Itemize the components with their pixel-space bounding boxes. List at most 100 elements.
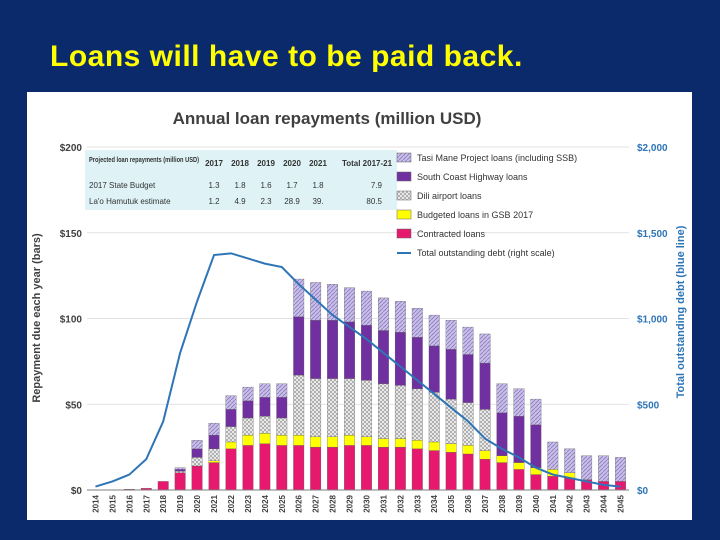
bar-tasi: [513, 388, 525, 417]
bar-dili: [225, 426, 237, 443]
bar-tasi: [479, 333, 491, 364]
bar-tasi: [344, 287, 355, 323]
bar-highway: [310, 320, 322, 379]
table-row2-2018: 4.9: [234, 197, 246, 206]
bar-budgeted: [208, 460, 220, 463]
table-row2-label: La'o Hamutuk estimate: [89, 197, 171, 206]
y-tick-label: $200: [60, 143, 83, 154]
bar-highway: [276, 397, 288, 419]
bar-budgeted: [496, 455, 508, 463]
table-header-2018: 2018: [231, 159, 249, 168]
bar-highway: [462, 354, 474, 403]
y2-tick-label: $0: [637, 486, 649, 497]
bar-budgeted: [293, 434, 305, 446]
bar-dili: [428, 392, 440, 443]
bar-budgeted: [513, 462, 525, 470]
bar-dili: [327, 378, 338, 437]
x-tick-label: 2034: [430, 494, 439, 512]
x-tick-label: 2015: [108, 494, 117, 512]
bar-dili: [344, 378, 355, 436]
x-tick-label: 2026: [295, 494, 304, 512]
bar-highway: [191, 448, 203, 458]
bar-budgeted: [242, 434, 254, 446]
bar-contracted: [547, 476, 559, 491]
bar-tasi: [310, 282, 322, 321]
table-row1-total: 7.9: [371, 181, 383, 190]
x-tick-label: 2025: [278, 494, 287, 512]
bar-contracted: [428, 450, 440, 491]
table-row1-2020: 1.7: [286, 181, 298, 190]
bar-highway: [225, 409, 237, 427]
table-header-2017: 2017: [205, 159, 223, 168]
bar-tasi: [615, 457, 626, 482]
bar-tasi: [378, 297, 389, 331]
x-tick-label: 2037: [481, 494, 490, 512]
bar-contracted: [157, 481, 169, 491]
legend-swatch-tasi: [396, 152, 412, 163]
bar-highway: [445, 349, 457, 400]
chart-title: Annual loan repayments (million USD): [173, 109, 482, 128]
bar-budgeted: [259, 433, 271, 444]
bar-contracted: [327, 446, 338, 491]
bar-budgeted: [361, 436, 372, 446]
y2-tick-label: $1,000: [637, 315, 668, 326]
x-tick-label: 2028: [329, 494, 338, 512]
table-header-2020: 2020: [283, 159, 301, 168]
table-row2-2021: 39.: [312, 197, 323, 206]
bar-tasi: [293, 278, 305, 317]
table-row2-2017: 1.2: [208, 197, 220, 206]
bar-contracted: [242, 445, 254, 491]
bar-contracted: [191, 465, 203, 491]
table-row2-2019: 2.3: [260, 197, 272, 206]
legend-swatch-dili: [396, 190, 412, 201]
x-tick-label: 2023: [244, 494, 253, 512]
bar-budgeted: [225, 441, 237, 449]
x-tick-label: 2020: [193, 494, 202, 512]
bar-contracted: [445, 452, 457, 491]
bar-budgeted: [479, 450, 491, 460]
bar-budgeted: [445, 443, 457, 453]
bar-contracted: [394, 446, 406, 491]
table-row2-2020: 28.9: [284, 197, 300, 206]
bar-dili: [208, 448, 220, 461]
bar-contracted: [496, 462, 508, 491]
bar-budgeted: [378, 438, 389, 448]
table-row1-2019: 1.6: [260, 181, 272, 190]
bar-contracted: [208, 462, 220, 491]
bar-tasi: [581, 455, 593, 480]
bar-highway: [327, 320, 338, 379]
slide-title: Loans will have to be paid back.: [50, 40, 523, 73]
bar-dili: [479, 409, 491, 451]
x-tick-label: 2039: [515, 494, 524, 512]
bar-contracted: [479, 458, 491, 491]
x-tick-label: 2033: [413, 494, 422, 512]
bar-contracted: [174, 472, 186, 491]
bar-tasi: [242, 386, 254, 401]
legend-swatch-contracted: [396, 228, 412, 239]
bar-tasi: [276, 383, 288, 398]
debt-line-group: [95, 252, 621, 488]
bar-dili: [394, 385, 406, 439]
bar-tasi: [327, 284, 338, 321]
y-tick-label: $0: [71, 486, 83, 497]
x-tick-label: 2018: [159, 494, 168, 512]
x-tick-label: 2041: [549, 494, 558, 512]
bar-tasi: [361, 290, 372, 326]
bar-tasi: [564, 448, 576, 473]
bar-highway: [242, 400, 254, 419]
bar-highway: [208, 434, 220, 449]
debt-line: [95, 252, 621, 488]
bar-dili: [293, 374, 305, 436]
table-header-2021: 2021: [309, 159, 327, 168]
bar-tasi: [394, 301, 406, 333]
x-tick-label: 2035: [447, 494, 456, 512]
x-tick-label: 2027: [312, 494, 321, 512]
x-tick-label: 2030: [362, 494, 371, 512]
table-row2-total: 80.5: [366, 197, 382, 206]
y2-tick-label: $1,500: [637, 229, 668, 240]
bar-budgeted: [428, 441, 440, 451]
chart-panel: Annual loan repayments (million USD) $0 $…: [27, 92, 692, 520]
x-tick-label: 2040: [532, 494, 541, 512]
bar-tasi: [445, 320, 457, 350]
bar-contracted: [293, 445, 305, 491]
